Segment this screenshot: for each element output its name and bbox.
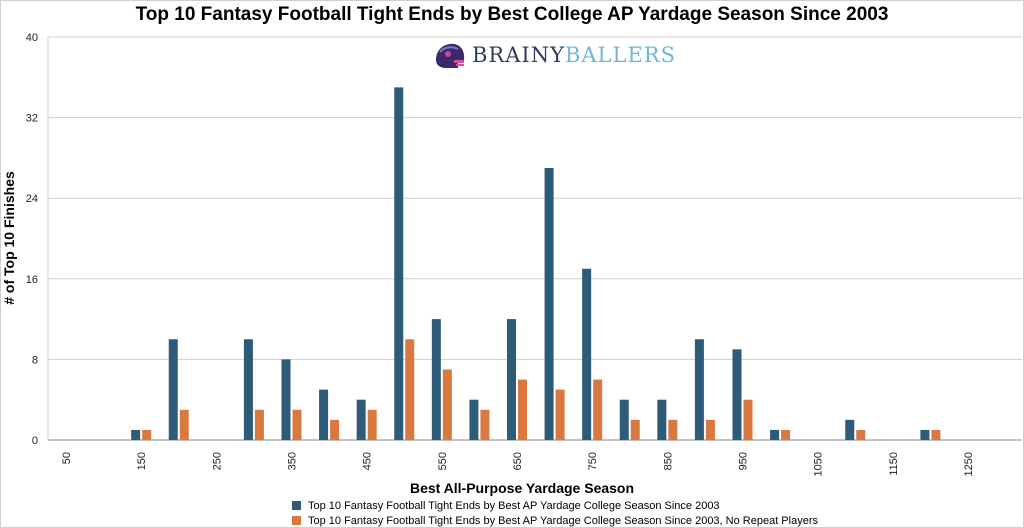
x-tick-label: 650 — [512, 452, 524, 470]
logo-text-ballers: BALLERS — [564, 43, 676, 67]
legend-item: Top 10 Fantasy Football Tight Ends by Be… — [292, 513, 818, 528]
x-axis-title: Best All-Purpose Yardage Season — [410, 480, 634, 496]
legend: Top 10 Fantasy Football Tight Ends by Be… — [292, 498, 818, 528]
bar-series-1 — [732, 349, 742, 440]
bar-series-1 — [168, 339, 178, 440]
y-tick-label: 8 — [32, 354, 38, 366]
bar-series-2 — [743, 399, 753, 440]
helmet-icon — [436, 43, 465, 68]
bar-series-2 — [856, 429, 866, 440]
bar-series-2 — [518, 379, 527, 440]
bar-series-1 — [281, 359, 291, 440]
bar-series-2 — [330, 419, 340, 440]
logo-text: BRAINYBALLERS — [472, 43, 676, 67]
bar-series-2 — [367, 409, 377, 440]
bar-series-2 — [931, 429, 941, 440]
x-tick-label: 850 — [662, 452, 674, 470]
x-tick-label: 550 — [437, 452, 449, 470]
brand-logo: BRAINYBALLERS — [432, 40, 675, 76]
bar-series-1 — [243, 339, 253, 440]
y-tick-label: 0 — [32, 435, 38, 447]
x-tick-label: 50 — [61, 452, 73, 464]
bar-series-1 — [920, 429, 930, 440]
x-tick-label: 350 — [287, 452, 299, 470]
y-tick-label: 32 — [26, 113, 38, 125]
y-tick-label: 16 — [26, 274, 38, 286]
bar-series-1 — [469, 399, 479, 440]
bar-series-1 — [131, 429, 141, 440]
x-tick-label: 1250 — [963, 452, 975, 476]
bar-series-2 — [781, 429, 791, 440]
y-tick-label: 40 — [26, 32, 38, 44]
bar-series-1 — [770, 429, 780, 440]
legend-swatch-series-2 — [292, 516, 301, 525]
bar-series-2 — [555, 389, 565, 440]
logo-text-brainy: BRAINY — [472, 43, 565, 67]
bar-series-1 — [394, 87, 404, 440]
bar-series-1 — [319, 389, 329, 440]
legend-swatch-series-1 — [292, 501, 301, 510]
bar-series-2 — [630, 419, 640, 440]
bar-series-1 — [356, 399, 366, 440]
bar-series-1 — [582, 268, 592, 440]
legend-item: Top 10 Fantasy Football Tight Ends by Be… — [292, 498, 818, 513]
bar-series-2 — [442, 369, 452, 440]
bar-series-2 — [292, 409, 302, 440]
bar-series-1 — [694, 339, 704, 440]
y-tick-label: 24 — [26, 193, 38, 205]
bar-series-2 — [705, 419, 715, 440]
x-tick-label: 250 — [211, 452, 223, 470]
x-tick-label: 950 — [738, 452, 750, 470]
bar-series-2 — [593, 379, 603, 440]
bar-series-2 — [480, 409, 490, 440]
bar-series-1 — [431, 319, 441, 440]
x-tick-label: 150 — [136, 452, 148, 470]
bar-series-1 — [544, 167, 554, 440]
bar-series-1 — [657, 399, 667, 440]
x-tick-label: 750 — [587, 452, 599, 470]
bar-series-2 — [254, 409, 264, 440]
bar-series-1 — [507, 319, 516, 440]
y-axis-title: # of Top 10 Finishes — [1, 171, 17, 305]
x-tick-label: 1150 — [888, 452, 900, 476]
x-tick-label: 1050 — [813, 452, 825, 476]
chart-title: Top 10 Fantasy Football Tight Ends by Be… — [135, 4, 889, 25]
bar-series-1 — [845, 419, 855, 440]
bar-series-2 — [668, 419, 678, 440]
x-tick-label: 450 — [362, 452, 374, 470]
bar-series-1 — [619, 399, 629, 440]
bar-series-2 — [142, 429, 152, 440]
legend-label-series-1: Top 10 Fantasy Football Tight Ends by Be… — [308, 499, 720, 512]
legend-label-series-2: Top 10 Fantasy Football Tight Ends by Be… — [308, 514, 818, 527]
bar-series-2 — [179, 409, 189, 440]
bar-series-2 — [405, 339, 415, 440]
